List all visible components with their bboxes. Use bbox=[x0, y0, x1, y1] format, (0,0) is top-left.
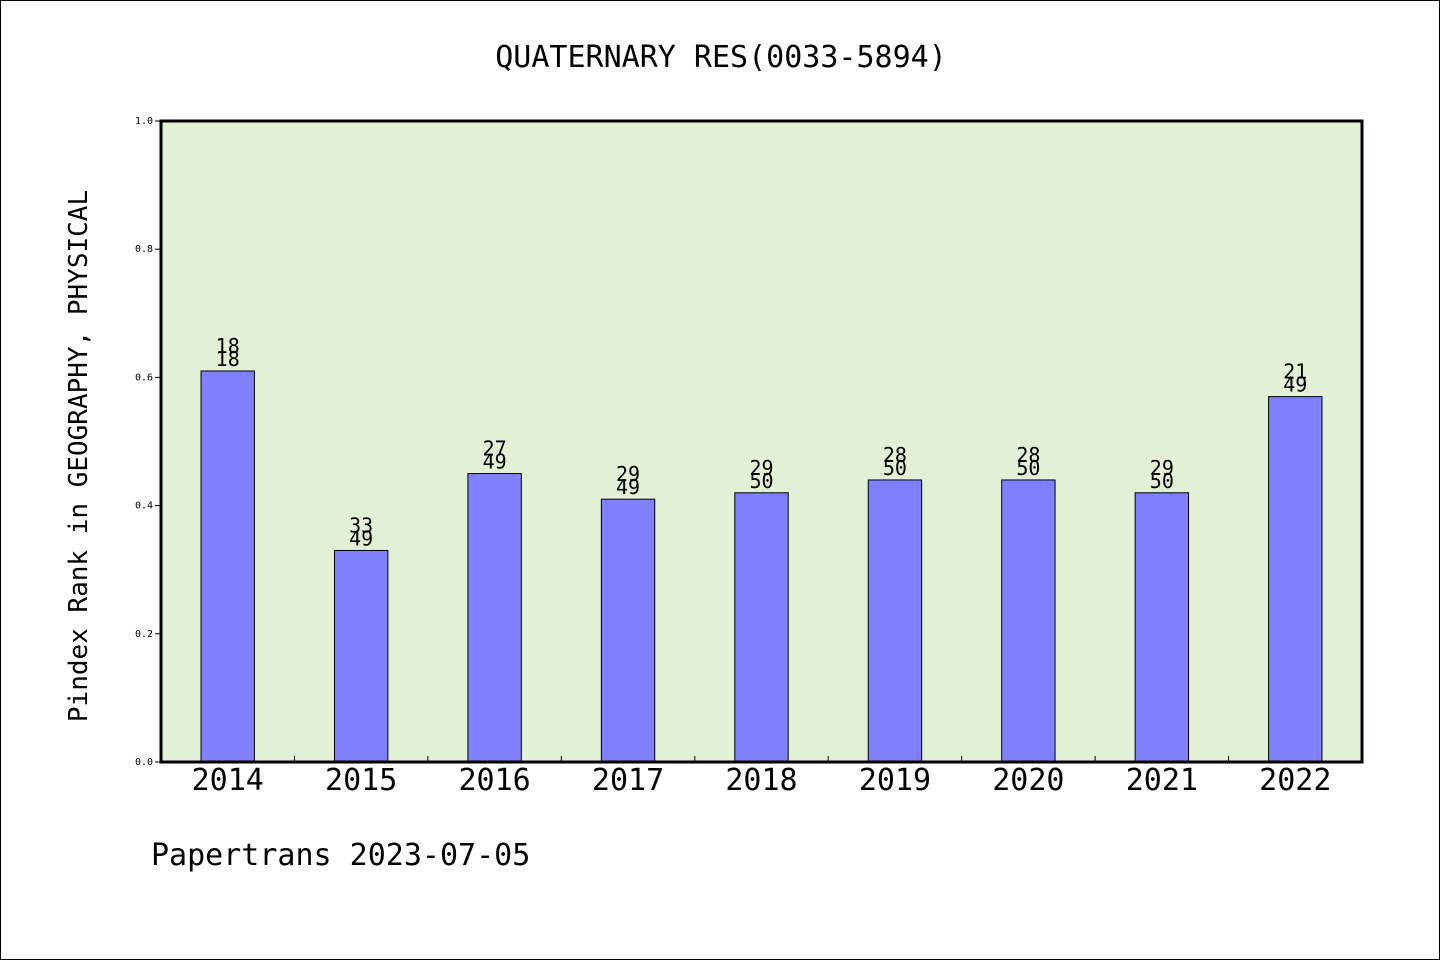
bar-total-label: 50 bbox=[1150, 469, 1174, 493]
x-tick-label: 2020 bbox=[992, 763, 1064, 798]
x-tick-label: 2014 bbox=[192, 763, 264, 798]
y-tick-label: 1.0 bbox=[135, 116, 153, 127]
bar-2021 bbox=[1134, 492, 1190, 763]
bar-2018 bbox=[734, 492, 789, 763]
bar-rank-label: 29 bbox=[616, 462, 640, 486]
bar-total-label: 49 bbox=[1283, 373, 1307, 397]
bar-rank-label: 21 bbox=[1283, 360, 1307, 384]
chart-title: QUATERNARY RES(0033-5894) bbox=[495, 40, 947, 75]
bar-total-label: 50 bbox=[883, 456, 907, 480]
y-tick-label: 0.2 bbox=[135, 629, 153, 640]
bar-2016 bbox=[467, 473, 522, 763]
bar-rank-label: 28 bbox=[1016, 443, 1040, 467]
bar-2017 bbox=[600, 498, 656, 763]
bar-total-label: 18 bbox=[216, 347, 240, 371]
bar-total-label: 50 bbox=[1016, 456, 1040, 480]
bar-rank-label: 28 bbox=[883, 443, 907, 467]
bar-2015 bbox=[333, 549, 389, 763]
bar-total-label: 50 bbox=[749, 469, 773, 493]
bar-rank-label: 33 bbox=[349, 513, 373, 537]
bar-2020 bbox=[1001, 479, 1056, 763]
bar-total-label: 49 bbox=[616, 475, 640, 499]
x-tick-label: 2015 bbox=[325, 763, 397, 798]
x-tick-label: 2019 bbox=[859, 763, 931, 798]
y-tick-label: 0.6 bbox=[135, 372, 153, 383]
bar-rank-label: 18 bbox=[216, 334, 240, 358]
bar-2019 bbox=[867, 479, 923, 763]
bar-rank-label: 29 bbox=[1150, 456, 1174, 480]
bar-2022 bbox=[1268, 396, 1323, 763]
x-tick-label: 2021 bbox=[1126, 763, 1198, 798]
bar-total-label: 49 bbox=[349, 526, 373, 550]
x-tick-label: 2017 bbox=[592, 763, 664, 798]
y-axis-label: Pindex Rank in GEOGRAPHY, PHYSICAL bbox=[64, 190, 94, 722]
footer-credit: Papertrans 2023-07-05 bbox=[151, 838, 530, 873]
y-tick-label: 0.0 bbox=[135, 757, 153, 768]
chart-marks: 0.00.20.40.60.81.01818201433492015274920… bbox=[135, 116, 1331, 798]
y-tick-label: 0.4 bbox=[135, 501, 153, 512]
bar-total-label: 49 bbox=[483, 450, 507, 474]
y-tick-label: 0.8 bbox=[135, 244, 153, 255]
bar-2014 bbox=[200, 370, 255, 763]
x-tick-label: 2018 bbox=[725, 763, 797, 798]
plot-border bbox=[159, 119, 1364, 764]
x-tick-label: 2022 bbox=[1259, 763, 1331, 798]
bar-rank-label: 29 bbox=[749, 456, 773, 480]
x-tick-label: 2016 bbox=[458, 763, 530, 798]
bar-rank-label: 27 bbox=[483, 437, 507, 461]
